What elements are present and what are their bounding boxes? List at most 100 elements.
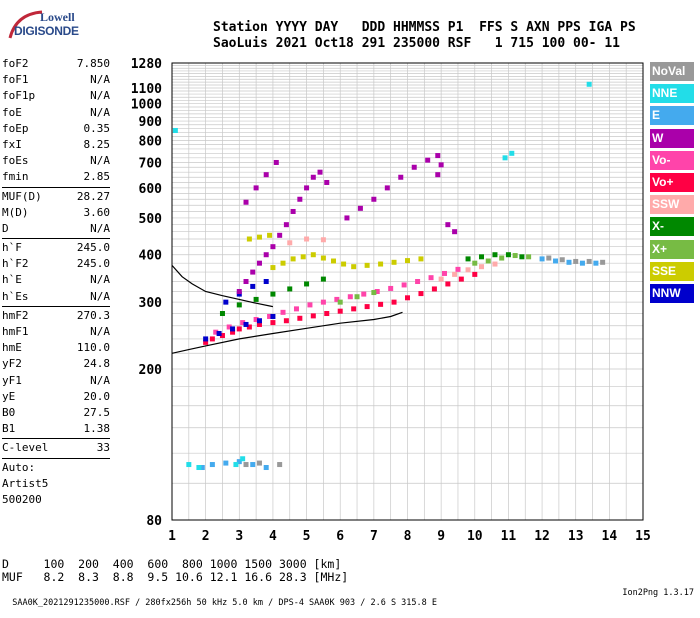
- echo-point-nnw: [263, 279, 269, 285]
- y-tick-label: 800: [139, 134, 163, 149]
- param-label: hmF1: [2, 325, 29, 338]
- autoscaling-software: Artist5: [2, 476, 49, 490]
- echo-point-vo: [230, 329, 236, 335]
- echo-point-nne: [233, 462, 239, 468]
- legend-item-x: X-: [650, 217, 694, 237]
- param-value: N/A: [90, 373, 110, 387]
- y-tick-label: 400: [139, 249, 163, 264]
- echo-point-e: [539, 256, 545, 262]
- echo-point-w: [438, 162, 444, 168]
- param-value: 1.38: [83, 422, 111, 436]
- param-label: foF2: [2, 57, 29, 70]
- legend-item-e: E: [650, 106, 694, 126]
- echo-point-x: [479, 254, 485, 260]
- param-value: N/A: [90, 221, 110, 235]
- echo-point-vo: [472, 271, 478, 277]
- echo-point-ssw: [479, 264, 485, 270]
- param-group-profile: hmF2 270.3 hmF1 N/A hmE 110.0 yF2 24.8 yF1 N/A yE 2…: [2, 308, 110, 438]
- echo-point-vo: [307, 302, 313, 308]
- param-value: N/A: [90, 105, 110, 119]
- lowell-digisonde-logo: Lowell DIGISONDE: [4, 8, 79, 48]
- echo-point-w: [243, 199, 249, 205]
- param-row-yf1: yF1 N/A: [2, 373, 110, 389]
- y-tick-label: 700: [139, 156, 163, 171]
- echo-point-ssw: [452, 271, 458, 277]
- y-tick-label: 500: [139, 212, 163, 227]
- legend-item-nne: NNE: [650, 84, 694, 104]
- polarization-legend: NoVal NNE E W Vo- Vo+ SSW X- X+ SSE NNW: [650, 62, 694, 306]
- param-value: N/A: [90, 154, 110, 168]
- echo-point-w: [344, 215, 350, 221]
- footer-info: SAA0K_2021291235000.RSF / 280fx256h 50 k…: [2, 588, 698, 618]
- param-row-hes: h`Es N/A: [2, 289, 110, 305]
- x-tick-label: 8: [404, 529, 412, 544]
- echo-point-e: [553, 258, 559, 264]
- echo-point-w: [243, 279, 249, 285]
- x-tick-label: 2: [202, 529, 210, 544]
- param-label: MUF(D): [2, 189, 42, 203]
- autoscaling-label: Auto:: [2, 460, 36, 474]
- separator: [2, 457, 110, 459]
- x-tick-label: 12: [534, 529, 550, 544]
- echo-point-sse: [246, 236, 252, 242]
- param-label: foE: [2, 105, 22, 119]
- echo-point-w: [357, 205, 363, 211]
- legend-item-w: W: [650, 128, 694, 148]
- echo-point-noval: [243, 462, 249, 468]
- footer-version: Ion2Png 1.3.17: [622, 588, 694, 598]
- echo-point-vo: [347, 294, 353, 300]
- legend-item-ssw: SSW: [650, 195, 694, 215]
- legend-item-vo: Vo-: [650, 150, 694, 170]
- param-group-confidence: C-level 33: [2, 440, 110, 456]
- y-tick-label: 600: [139, 182, 163, 197]
- echo-point-vo: [337, 308, 343, 314]
- param-label: M(D): [2, 205, 29, 219]
- y-tick-label: 1280: [131, 57, 162, 72]
- param-row-clevel: C-level 33: [2, 440, 110, 456]
- echo-point-sse: [351, 264, 357, 270]
- echo-point-nnw: [236, 291, 242, 297]
- echo-point-vo: [256, 321, 262, 327]
- chart-tick-labels: 1 2 3 4 5 6 7 8 9 10 11 12 13 14 158020030040050060070…: [131, 57, 651, 544]
- y-tick-label: 300: [139, 296, 163, 311]
- echo-point-vo: [428, 275, 434, 281]
- echo-point-vo: [297, 315, 303, 321]
- param-row-fof1p: foF1p N/A: [2, 88, 110, 104]
- echo-point-e: [199, 465, 205, 471]
- x-tick-label: 4: [269, 529, 277, 544]
- header-labels: Station YYYY DAY DDD HHMMSS P1 FFS S AXN…: [213, 20, 636, 35]
- echo-point-vo: [442, 270, 448, 276]
- echo-point-vo: [324, 311, 330, 317]
- echo-point-nne: [196, 465, 202, 471]
- echo-point-e: [263, 465, 269, 471]
- legend-item-noval: NoVal: [650, 62, 694, 81]
- echo-point-w: [445, 222, 451, 228]
- param-row-d: D N/A: [2, 221, 110, 237]
- echo-point-nnw: [243, 321, 249, 327]
- echo-point-vo: [236, 326, 242, 332]
- echo-point-vo: [391, 299, 397, 305]
- echo-point-noval: [256, 460, 262, 466]
- echo-point-w: [324, 179, 330, 185]
- x-tick-label: 13: [568, 529, 584, 544]
- muf-frequency-row: MUF 8.2 8.3 8.8 9.5 10.6 12.1 16.6 28.3 …: [2, 570, 349, 584]
- echo-point-vo: [374, 289, 380, 294]
- x-tick-label: 3: [235, 529, 243, 544]
- echo-point-vo: [378, 301, 384, 307]
- echo-point-w: [304, 185, 310, 191]
- muf-distance-row: D 100 200 400 600 800 1000 1500 3000 [km…: [2, 557, 342, 571]
- echo-point-x: [512, 253, 518, 259]
- echo-point-nnw: [270, 313, 276, 319]
- echo-point-x: [304, 281, 310, 287]
- param-row-hf: h`F 245.0: [2, 240, 110, 256]
- profile-curve-upper: [171, 265, 274, 308]
- param-label: h`E: [2, 273, 22, 287]
- echo-point-x: [337, 299, 343, 305]
- echo-point-w: [317, 169, 323, 175]
- echo-point-vo: [320, 299, 326, 305]
- param-label: foEs: [2, 154, 29, 168]
- echo-point-w: [452, 229, 458, 235]
- x-tick-label: 14: [602, 529, 618, 544]
- x-tick-label: 11: [501, 529, 517, 544]
- param-value: 245.0: [76, 241, 110, 255]
